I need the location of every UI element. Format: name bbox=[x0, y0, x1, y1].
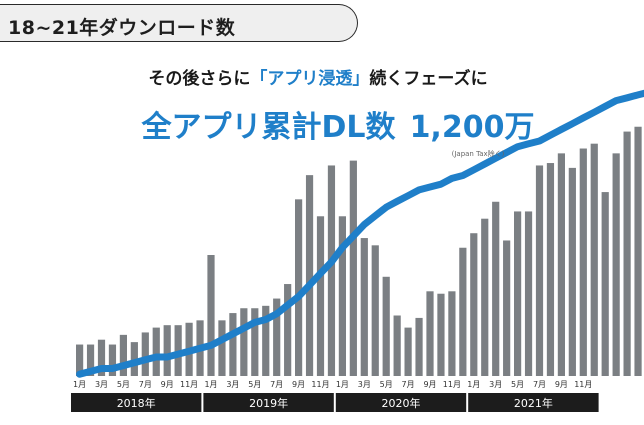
bar-7 bbox=[141, 332, 149, 376]
bar-51 bbox=[623, 131, 631, 376]
year-band bbox=[71, 393, 202, 412]
annotation-line1-post: 続くフェーズに bbox=[369, 68, 487, 89]
bar-35 bbox=[448, 291, 456, 376]
bar-52 bbox=[634, 126, 642, 377]
x-tick-label: 3月 bbox=[489, 380, 502, 389]
bar-26 bbox=[349, 160, 357, 376]
x-tick-label: 1月 bbox=[336, 380, 349, 389]
header-title: 18~21年ダウンロード数 bbox=[8, 17, 236, 39]
x-tick-label: 7月 bbox=[533, 380, 546, 389]
year-band bbox=[335, 393, 467, 412]
bar-31 bbox=[404, 327, 412, 376]
x-tick-label: 5月 bbox=[511, 380, 524, 389]
year-band bbox=[468, 393, 599, 412]
bar-32 bbox=[415, 317, 423, 376]
bar-46 bbox=[568, 167, 576, 376]
annotation-line2: 全アプリ累計DL数 1,200万 bbox=[141, 110, 535, 145]
x-tick-label: 1月 bbox=[467, 380, 480, 389]
bar-45 bbox=[557, 153, 565, 376]
x-tick-label: 3月 bbox=[95, 380, 108, 389]
x-tick-layer: 1月 3月 5月 7月 9月 11月 1月 3月 5月 7月 9月 11月 1月 3月 5月 7月 9月 11月 1… bbox=[73, 380, 592, 389]
bar-4 bbox=[108, 344, 117, 376]
bar-29 bbox=[382, 276, 390, 376]
line-layer bbox=[76, 89, 644, 378]
bar-24 bbox=[327, 165, 336, 376]
bar-19 bbox=[273, 298, 281, 376]
annotation-line2-value: 1,200万 bbox=[410, 110, 535, 145]
bar-48 bbox=[590, 143, 598, 376]
annotation-line1-pre: その後さらに bbox=[148, 68, 250, 89]
bar-6 bbox=[130, 342, 138, 376]
bar-27 bbox=[360, 238, 368, 376]
bar-47 bbox=[579, 148, 587, 376]
x-tick-label: 11月 bbox=[180, 380, 198, 389]
x-tick-label: 11月 bbox=[574, 380, 592, 389]
x-tick-label: 7月 bbox=[270, 380, 283, 389]
bar-37 bbox=[470, 233, 478, 376]
x-tick-label: 1月 bbox=[204, 380, 217, 389]
year-label: 2018年 bbox=[117, 396, 156, 410]
bar-40 bbox=[503, 240, 511, 376]
x-tick-label: 5月 bbox=[117, 380, 130, 389]
bar-43 bbox=[535, 165, 544, 376]
bar-16 bbox=[240, 308, 248, 376]
bar-23 bbox=[316, 216, 325, 376]
bar-14 bbox=[218, 320, 226, 376]
x-tick-label: 11月 bbox=[443, 380, 461, 389]
x-tick-label: 9月 bbox=[292, 380, 305, 389]
bar-30 bbox=[393, 315, 401, 376]
bar-34 bbox=[437, 293, 445, 376]
annotation-line1: その後さらに「アプリ浸透」続くフェーズに bbox=[148, 68, 487, 89]
x-tick-label: 9月 bbox=[423, 380, 436, 389]
x-tick-label: 5月 bbox=[380, 380, 393, 389]
bar-9 bbox=[163, 325, 171, 376]
x-tick-label: 3月 bbox=[226, 380, 239, 389]
x-tick-label: 9月 bbox=[555, 380, 568, 389]
bar-3 bbox=[97, 339, 106, 376]
year-label: 2020年 bbox=[382, 396, 421, 410]
bar-20 bbox=[284, 284, 292, 376]
bar-36 bbox=[459, 247, 467, 376]
year-band bbox=[203, 393, 334, 412]
bar-41 bbox=[514, 211, 522, 376]
cumulative-line bbox=[76, 89, 644, 378]
bars-layer bbox=[76, 126, 642, 377]
bar-33 bbox=[426, 291, 434, 376]
bar-18 bbox=[262, 305, 270, 376]
annotation-note: (Japan Tax除く) bbox=[452, 149, 505, 158]
x-tick-label: 3月 bbox=[358, 380, 371, 389]
x-tick-label: 9月 bbox=[161, 380, 174, 389]
year-label: 2019年 bbox=[249, 396, 288, 410]
bar-44 bbox=[546, 163, 555, 376]
bar-8 bbox=[152, 327, 160, 376]
bar-28 bbox=[371, 245, 379, 376]
x-tick-label: 1月 bbox=[73, 380, 86, 389]
bar-50 bbox=[612, 153, 620, 376]
bar-21 bbox=[295, 199, 303, 376]
header-tab: 18~21年ダウンロード数 bbox=[0, 4, 358, 42]
x-tick-label: 7月 bbox=[402, 380, 415, 389]
bar-13 bbox=[207, 255, 215, 376]
bar-49 bbox=[601, 192, 609, 376]
bar-5 bbox=[119, 334, 127, 376]
bar-42 bbox=[524, 211, 533, 376]
bar-25 bbox=[338, 216, 346, 376]
year-label: 2021年 bbox=[514, 396, 553, 410]
x-tick-label: 7月 bbox=[139, 380, 152, 389]
bar-17 bbox=[251, 308, 259, 376]
bar-39 bbox=[492, 201, 500, 376]
bar-38 bbox=[481, 218, 489, 376]
annotation-line2-main: 全アプリ累計DL数 bbox=[141, 110, 397, 145]
bar-22 bbox=[305, 175, 314, 376]
bar-1 bbox=[76, 344, 84, 376]
x-tick-label: 5月 bbox=[248, 380, 261, 389]
year-band-layer: 2018年 2019年 2020年 2021年 bbox=[71, 393, 599, 412]
bar-2 bbox=[86, 344, 95, 376]
x-tick-label: 11月 bbox=[311, 380, 329, 389]
bar-15 bbox=[229, 313, 237, 376]
annotation-line1-highlight: 「アプリ浸透」 bbox=[250, 68, 369, 89]
